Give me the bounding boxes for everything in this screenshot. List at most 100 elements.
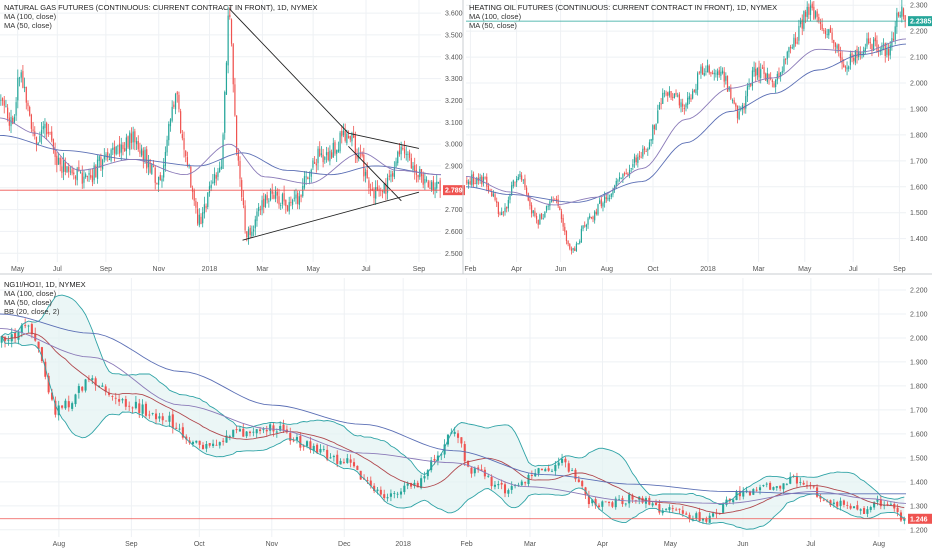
candle-body — [819, 496, 822, 499]
candle-body — [15, 102, 17, 116]
candle-body — [212, 443, 215, 447]
candle-body — [663, 92, 666, 94]
trendline[interactable] — [228, 8, 349, 134]
candle-body — [745, 96, 747, 109]
candle-body — [103, 156, 105, 160]
candle-body — [403, 149, 406, 154]
candle-body — [547, 205, 549, 207]
candle-body — [57, 405, 60, 416]
candle-body — [359, 470, 362, 480]
candle-body — [517, 176, 519, 180]
trendline[interactable] — [242, 191, 420, 241]
candle-body — [638, 155, 641, 157]
candle-body — [762, 485, 765, 487]
candle-body — [356, 155, 358, 159]
candle-body — [782, 483, 785, 490]
candle-body — [91, 175, 94, 183]
candle-body — [611, 502, 614, 507]
candle-body — [866, 509, 869, 514]
candle-body — [174, 94, 177, 110]
ratio-panel[interactable]: 1.200 1.300 1.400 1.500 1.600 1.700 1.800 1.900… — [0, 278, 932, 548]
candle-body — [151, 164, 153, 174]
candle-body — [431, 182, 433, 190]
candle-body — [853, 57, 855, 61]
candle-body — [315, 163, 317, 166]
heating-oil-panel[interactable]: 1.400 1.500 1.600 1.700 1.800 1.900 2.000 2.100… — [464, 0, 932, 273]
candle-body — [69, 171, 71, 173]
candle-body — [373, 485, 376, 491]
candle-body — [618, 499, 621, 501]
candle-body — [159, 174, 161, 180]
candle-body — [364, 171, 367, 176]
candle-body — [819, 21, 822, 24]
candle-body — [703, 73, 705, 76]
candle-body — [812, 486, 815, 488]
candle-body — [217, 171, 219, 177]
candle-body — [414, 165, 416, 172]
candle-body — [279, 425, 282, 431]
candle-body — [832, 502, 835, 505]
candle-body — [64, 162, 66, 172]
candle-body — [838, 44, 840, 52]
candle-body — [496, 201, 498, 204]
candle-body — [329, 457, 332, 459]
candle-body — [658, 504, 661, 513]
candle-body — [831, 32, 833, 40]
candle-body — [607, 501, 611, 504]
candle-body — [487, 475, 490, 477]
candle-body — [474, 183, 476, 184]
candle-body — [440, 454, 443, 456]
candle-body — [708, 515, 711, 523]
candle-body — [246, 231, 248, 238]
candle-body — [623, 173, 626, 175]
candle-body — [695, 513, 698, 519]
candle-body — [590, 217, 592, 218]
candle-body — [864, 47, 866, 52]
y-tick-label: 3.500 — [445, 32, 463, 39]
candle-body — [252, 229, 255, 232]
x-tick-label: Mar — [256, 266, 269, 273]
natural-gas-panel[interactable]: 2.5002.6002.7002.8002.9003.0003.1003.200… — [0, 0, 465, 273]
y-tick-label: 2.500 — [445, 251, 463, 258]
candle-body — [129, 132, 131, 150]
candle-body — [157, 176, 160, 185]
candle-body — [813, 6, 815, 20]
candle-body — [781, 71, 783, 73]
candle-body — [507, 490, 510, 494]
candle-body — [336, 150, 338, 154]
candle-body — [750, 83, 752, 86]
candle-body — [188, 165, 190, 167]
candle-body — [25, 86, 27, 103]
x-tick-label: 2018 — [700, 266, 716, 273]
candle-body — [234, 84, 236, 116]
candle-body — [695, 89, 697, 94]
candle-body — [107, 152, 109, 159]
candle-body — [91, 378, 94, 380]
trendline[interactable] — [348, 145, 402, 202]
candle-body — [490, 476, 493, 487]
candle-body — [766, 73, 768, 82]
candle-body — [849, 505, 852, 509]
candle-body — [227, 15, 229, 66]
y-tick-label: 1.500 — [910, 210, 928, 217]
candle-body — [346, 458, 349, 463]
candle-body — [141, 148, 143, 156]
candle-body — [308, 177, 311, 179]
candle-body — [514, 181, 516, 183]
candle-body — [479, 176, 481, 180]
candle-body — [205, 205, 207, 209]
trendline[interactable] — [348, 132, 420, 149]
candle-body — [473, 468, 476, 474]
candle-body — [560, 211, 563, 220]
candle-body — [295, 194, 297, 199]
candle-body — [286, 205, 289, 211]
candle-body — [681, 510, 684, 514]
candle-body — [640, 156, 642, 158]
candle-body — [482, 176, 485, 184]
candle-body — [765, 73, 767, 81]
candle-body — [868, 38, 870, 44]
candle-body — [303, 176, 306, 188]
candle-body — [379, 489, 382, 495]
candle-body — [124, 399, 127, 407]
